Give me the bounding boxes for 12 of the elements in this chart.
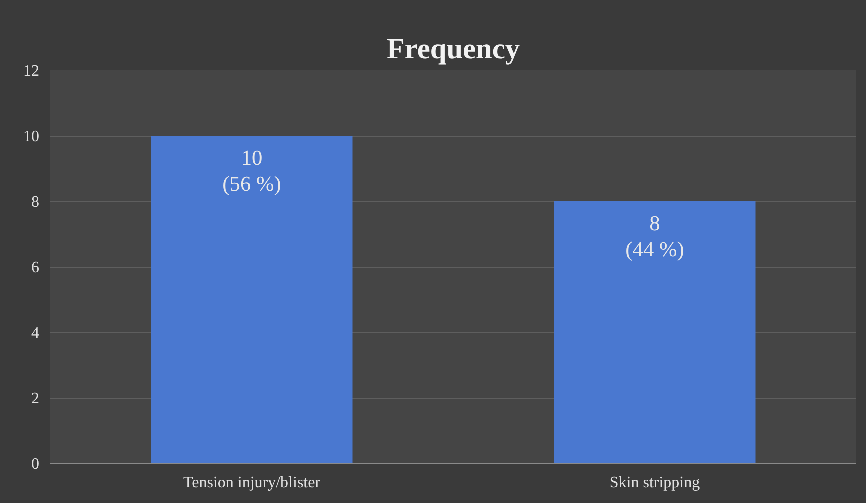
- y-tick-label: 12: [24, 63, 40, 80]
- y-tick-label: 6: [32, 260, 40, 276]
- y-tick-label: 4: [32, 325, 40, 342]
- y-tick-label: 0: [32, 456, 40, 473]
- y-tick-label: 8: [32, 194, 40, 211]
- y-tick-label: 10: [24, 128, 40, 146]
- x-tick-label: Skin stripping: [610, 474, 700, 492]
- x-tick-label: Tension injury/blister: [183, 474, 322, 492]
- data-label: 10 (56 %): [222, 146, 282, 196]
- chart-title: Frequency: [386, 34, 520, 66]
- data-label: 8 (44 %): [626, 211, 684, 262]
- y-tick-label: 2: [32, 390, 40, 408]
